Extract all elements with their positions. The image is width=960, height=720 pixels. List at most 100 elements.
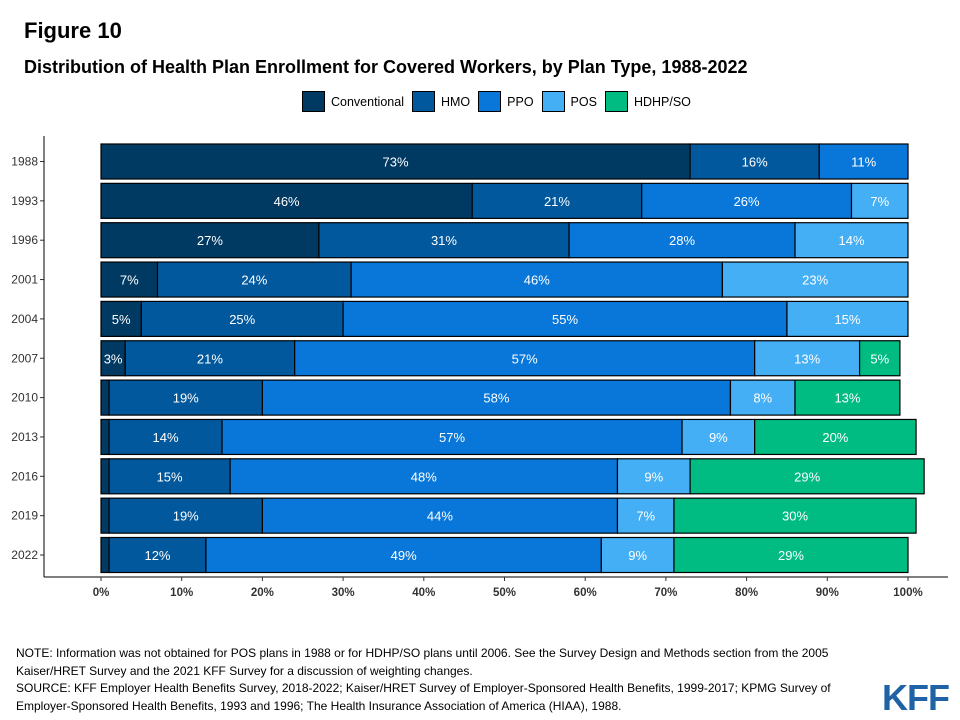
bar-segment [729, 379, 796, 416]
y-tick-label: 2022 [11, 548, 38, 562]
legend-label-hdhp-so: HDHP/SO [633, 94, 691, 109]
legend-swatch-pos [541, 91, 565, 112]
legend-label-conventional: Conventional [331, 94, 404, 109]
legend-label-hmo: HMO [440, 94, 471, 109]
bar-segment [681, 418, 756, 456]
x-tick-label: 70% [654, 587, 677, 599]
bar-segment [318, 222, 570, 259]
legend-item-hdhp-so: HDHP/SO [604, 91, 691, 112]
bar-segment [108, 458, 231, 495]
bar-segment [568, 222, 796, 259]
data-label: 73% [383, 155, 409, 170]
data-label: 24% [241, 273, 267, 288]
data-label: 12% [144, 548, 170, 563]
bar-segment [108, 418, 223, 456]
data-label: 58% [483, 391, 509, 406]
data-label: 7% [636, 509, 655, 524]
data-label: 7% [120, 273, 139, 288]
bar-segment [100, 458, 110, 495]
bar-segment [721, 261, 909, 298]
data-label: 29% [778, 548, 804, 563]
source-line-2: Employer-Sponsored Health Benefits, 1993… [16, 698, 622, 713]
data-label: 21% [197, 351, 223, 366]
data-label: 11% [851, 155, 876, 170]
data-label: 46% [524, 273, 550, 288]
bar-segment [294, 340, 756, 377]
bar-segment [754, 340, 861, 377]
data-label: 25% [229, 312, 255, 327]
data-label: 9% [709, 430, 728, 445]
x-tick-label: 10% [170, 587, 193, 599]
data-label: 13% [834, 391, 860, 406]
footnotes: NOTE: Information was not obtained for P… [16, 645, 916, 715]
data-label: 27% [197, 233, 223, 248]
legend-label-ppo: PPO [507, 94, 534, 109]
data-label: 5% [112, 312, 131, 327]
bar-segment [471, 182, 643, 219]
data-label: 55% [552, 312, 578, 327]
bar-segment [689, 458, 925, 495]
data-label: 14% [838, 233, 864, 248]
bar-segment [124, 340, 296, 377]
bar-segment [858, 340, 901, 377]
data-label: 7% [870, 194, 889, 209]
bar-segment [261, 379, 732, 416]
x-tick-label: 40% [412, 587, 435, 599]
bar-segment [673, 536, 909, 574]
data-label: 15% [157, 469, 183, 484]
x-tick-label: 100% [893, 587, 922, 599]
bar-segment [100, 536, 110, 574]
x-tick-label: 30% [332, 587, 355, 599]
y-tick-label: 2007 [11, 351, 38, 365]
bar-segment [100, 497, 110, 534]
bar-segment [794, 379, 901, 416]
y-tick-label: 2016 [11, 469, 38, 483]
bar-segment [342, 300, 788, 337]
chart-legend: Conventional HMO PPO POS HDHP/SO [302, 91, 699, 112]
bar-segment [140, 300, 344, 337]
data-label: 20% [822, 430, 848, 445]
bar-segment [673, 497, 917, 534]
data-label: 26% [734, 194, 760, 209]
data-label: 57% [439, 430, 465, 445]
data-label: 9% [628, 548, 647, 563]
data-label: 57% [512, 351, 538, 366]
legend-item-hmo: HMO [411, 91, 471, 112]
data-label: 13% [794, 351, 820, 366]
data-label: 8% [753, 391, 772, 406]
y-tick-label: 2019 [11, 509, 38, 523]
data-label: 15% [834, 312, 860, 327]
bar-segment [100, 261, 159, 298]
bar-segment [100, 300, 142, 337]
data-label: 30% [782, 509, 808, 524]
kff-logo: KFF [880, 677, 950, 718]
legend-swatch-hdhp-so [604, 91, 628, 112]
y-tick-label: 2010 [11, 391, 38, 405]
bar-segment [616, 458, 691, 495]
x-tick-label: 0% [93, 587, 110, 599]
bar-segment [641, 182, 853, 219]
y-tick-label: 2001 [11, 273, 38, 287]
bar-segment [205, 536, 602, 574]
bar-segment [100, 418, 110, 456]
bar-segment [754, 418, 917, 456]
data-label: 5% [870, 351, 889, 366]
y-tick-label: 1993 [11, 194, 38, 208]
data-label: 19% [173, 509, 199, 524]
data-label: 16% [742, 155, 768, 170]
y-tick-label: 1996 [11, 233, 38, 247]
x-tick-label: 20% [251, 587, 274, 599]
y-tick-label: 2013 [11, 430, 38, 444]
legend-swatch-conventional [302, 91, 325, 112]
data-label: 31% [431, 233, 457, 248]
bar-segment [616, 497, 675, 534]
bar-segment [100, 340, 126, 377]
data-label: 19% [173, 391, 199, 406]
x-tick-label: 50% [493, 587, 516, 599]
x-tick-label: 60% [574, 587, 597, 599]
bar-segment [108, 536, 207, 574]
data-label: 23% [802, 273, 828, 288]
bar-segment [100, 182, 473, 219]
legend-swatch-ppo [478, 91, 502, 112]
data-label: 14% [153, 430, 179, 445]
